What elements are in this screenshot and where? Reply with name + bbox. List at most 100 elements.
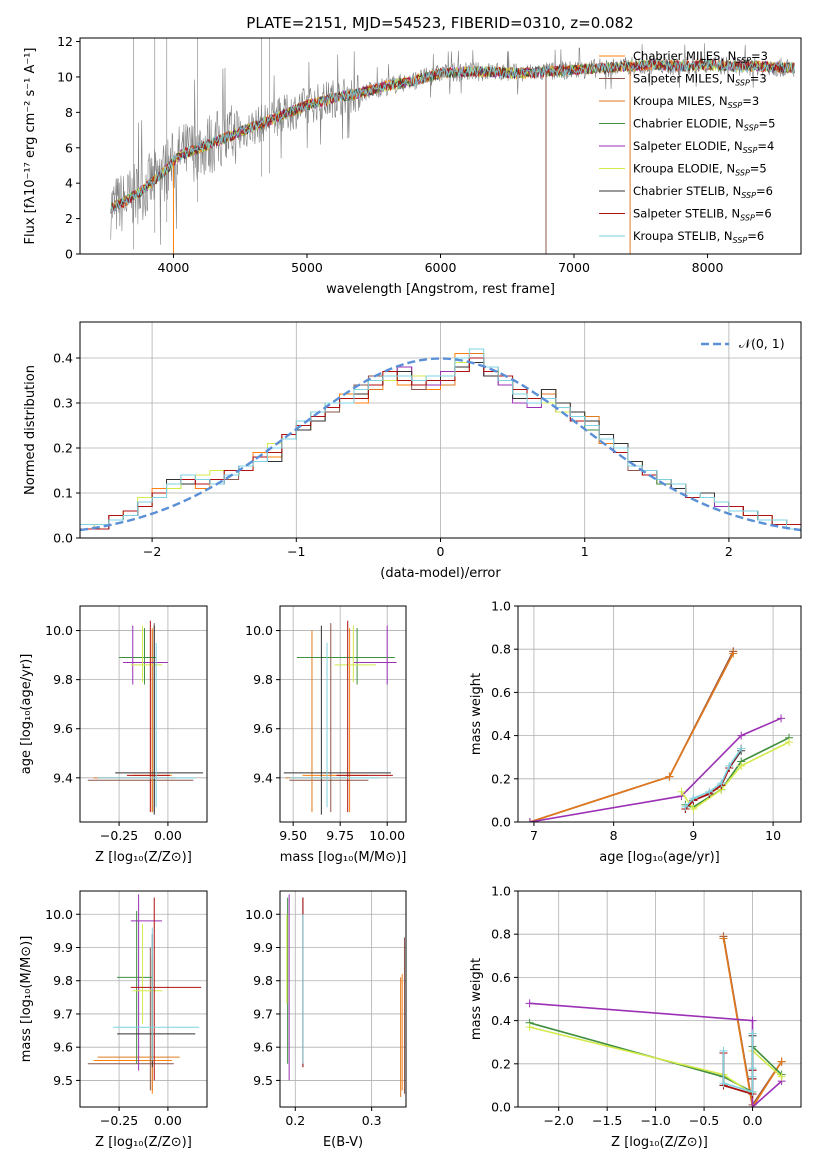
weight-marker bbox=[748, 1016, 757, 1025]
y-tick-label: 8 bbox=[65, 105, 73, 120]
legend-normal-label: 𝒩(0, 1) bbox=[739, 336, 785, 351]
y-tick-label: 0.8 bbox=[491, 642, 511, 657]
normal-curve bbox=[80, 357, 801, 532]
axes-frame bbox=[279, 890, 407, 1108]
weight-marker bbox=[719, 1079, 728, 1088]
residuals-legend: 𝒩(0, 1) bbox=[701, 336, 785, 351]
plot-area bbox=[87, 620, 204, 815]
legend-label-7: Chabrier STELIB, NSSP=6 bbox=[633, 184, 773, 200]
x-tick-label: −1.0 bbox=[640, 1113, 670, 1128]
legend-label-5: Salpeter ELODIE, NSSP=4 bbox=[633, 139, 774, 155]
x-tick-label: 4000 bbox=[158, 260, 190, 275]
legend-label-2: Salpeter MILES, NSSP=3 bbox=[633, 72, 767, 88]
x-tick-label: 0.00 bbox=[154, 1113, 182, 1128]
x-tick-label: 5000 bbox=[291, 260, 323, 275]
x-tick-label: −2.0 bbox=[544, 1113, 574, 1128]
x-tick-label: 2 bbox=[725, 544, 733, 559]
x-tick-label: 9 bbox=[689, 828, 697, 843]
legend-label-6: Kroupa ELODIE, NSSP=5 bbox=[633, 162, 767, 178]
plot-area bbox=[525, 647, 794, 822]
legend-label-3: Kroupa MILES, NSSP=3 bbox=[633, 94, 759, 110]
y-tick-label: 0.4 bbox=[491, 1013, 511, 1028]
panel-age-vs-mass: 9.50 9.75 10.00 9.4 9.6 9.8 10.0 mass [log₁₀(M/… bbox=[245, 605, 407, 865]
weight-marker bbox=[677, 787, 686, 796]
y-tick-label: 10.0 bbox=[45, 623, 73, 638]
x-tick-label: 9.75 bbox=[326, 828, 354, 843]
x-tick-label: 6000 bbox=[425, 260, 457, 275]
axes-frame bbox=[79, 890, 208, 1108]
plot-area bbox=[283, 620, 397, 815]
panels: Chabrier MILES, NSSP=3 Salpeter MILES, NS… bbox=[19, 34, 802, 1150]
weight-marker bbox=[777, 1057, 786, 1066]
x-tick-label: 9.50 bbox=[279, 828, 307, 843]
y-tick-label: 9.9 bbox=[53, 940, 73, 955]
y-tick-label: 9.8 bbox=[53, 973, 73, 988]
x-tick-label: 0.00 bbox=[154, 828, 182, 843]
weight-marker bbox=[748, 1029, 757, 1038]
y-tick-label: 9.8 bbox=[53, 672, 73, 687]
panel-weight-vs-Z: −2.0 −1.5 −1.0 −0.5 0.0 0.0 0.2 0.4 0.6 0.8 1.0 Z [… bbox=[469, 884, 802, 1150]
weight-marker bbox=[748, 1072, 757, 1081]
x-axis-label: wavelength [Angstrom, rest frame] bbox=[326, 282, 555, 297]
y-tick-label: 1.0 bbox=[491, 884, 511, 899]
y-tick-label: 0.4 bbox=[491, 728, 511, 743]
legend-label-9: Kroupa STELIB, NSSP=6 bbox=[633, 229, 764, 245]
y-tick-label: 0.6 bbox=[491, 970, 511, 985]
y-axis-label: mass weight bbox=[469, 958, 484, 1040]
y-tick-label: 0.0 bbox=[491, 1100, 511, 1115]
weight-marker bbox=[785, 738, 794, 747]
x-axis-label: Z [log₁₀(Z/Z⊙)] bbox=[95, 850, 192, 865]
legend-label-8: Salpeter STELIB, NSSP=6 bbox=[633, 207, 772, 223]
x-tick-label: 10.00 bbox=[369, 828, 405, 843]
legend-label-4: Chabrier ELODIE, NSSP=5 bbox=[633, 117, 775, 133]
panel-age-vs-Z: −0.25 0.00 9.4 9.6 9.8 10.0 Z [log₁₀(Z/Z⊙)] age… bbox=[19, 605, 208, 865]
weight-marker bbox=[737, 744, 746, 753]
weight-marker bbox=[681, 802, 690, 811]
x-tick-label: 0.3 bbox=[362, 1113, 382, 1128]
y-axis-label: mass [log₁₀(M/M⊙)] bbox=[19, 936, 34, 1063]
weight-marker bbox=[777, 1072, 786, 1081]
x-tick-label: 7 bbox=[530, 828, 538, 843]
x-axis-label: E(B-V) bbox=[323, 1135, 363, 1150]
plot-area bbox=[110, 38, 795, 254]
plot-area bbox=[80, 348, 801, 538]
weight-marker bbox=[737, 761, 746, 770]
weight-marker bbox=[719, 934, 728, 943]
weight-marker bbox=[729, 649, 738, 658]
weight-line-5 bbox=[529, 717, 782, 822]
weight-marker bbox=[705, 787, 714, 796]
y-tick-label: 9.8 bbox=[253, 973, 273, 988]
weight-marker bbox=[525, 999, 534, 1008]
y-tick-label: 0.0 bbox=[491, 815, 511, 830]
plot-area bbox=[525, 932, 786, 1107]
y-tick-label: 0.8 bbox=[491, 927, 511, 942]
x-axis-label: (data-model)/error bbox=[380, 566, 501, 581]
plot-area bbox=[286, 894, 405, 1098]
weight-line-3 bbox=[722, 938, 783, 1107]
spectrum-legend: Chabrier MILES, NSSP=3 Salpeter MILES, NS… bbox=[599, 49, 775, 245]
y-tick-label: 2 bbox=[65, 211, 73, 226]
weight-marker bbox=[717, 779, 726, 788]
weight-line-9 bbox=[684, 748, 742, 808]
x-tick-label: 10 bbox=[765, 828, 781, 843]
x-axis-label: age [log₁₀(age/yr)] bbox=[599, 850, 720, 865]
x-tick-label: −2 bbox=[143, 544, 161, 559]
panel-spectrum: Chabrier MILES, NSSP=3 Salpeter MILES, NS… bbox=[23, 34, 802, 297]
weight-marker bbox=[748, 1064, 757, 1073]
y-tick-label: 10.0 bbox=[45, 907, 73, 922]
y-tick-label: 10.0 bbox=[245, 907, 273, 922]
axes-frame bbox=[79, 605, 208, 823]
x-axis-label: Z [log₁₀(Z/Z⊙)] bbox=[611, 1135, 708, 1150]
weight-marker bbox=[737, 731, 746, 740]
x-tick-label: −0.5 bbox=[689, 1113, 719, 1128]
x-tick-label: −1 bbox=[287, 544, 305, 559]
weight-marker bbox=[725, 761, 734, 770]
axes-frame bbox=[517, 605, 802, 823]
x-tick-label: 8000 bbox=[692, 260, 724, 275]
y-tick-label: 9.9 bbox=[253, 940, 273, 955]
panel-weight-vs-age: 7 8 9 10 0.0 0.2 0.4 0.6 0.8 1.0 age [log₁₀(age/yr… bbox=[469, 599, 802, 865]
y-tick-label: 0.2 bbox=[53, 441, 73, 456]
y-tick-label: 10.0 bbox=[245, 623, 273, 638]
